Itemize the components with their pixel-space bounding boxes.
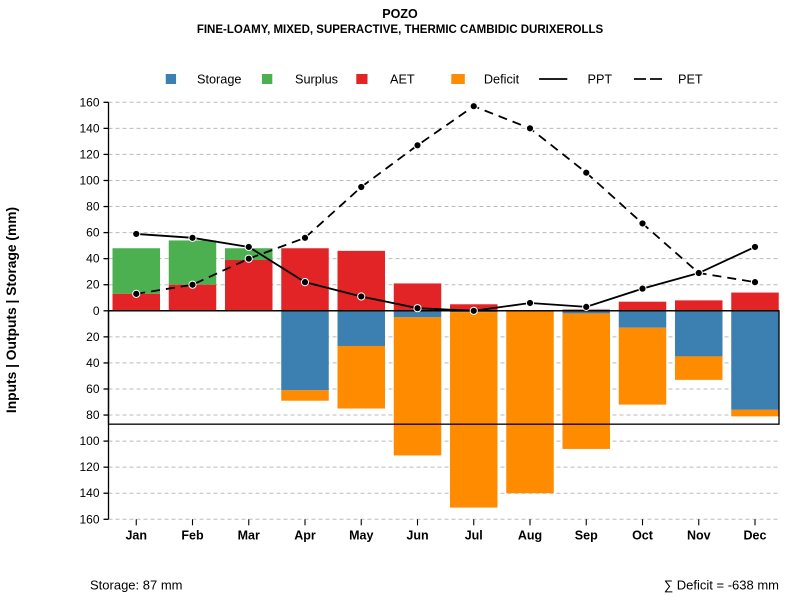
svg-text:Mar: Mar: [238, 528, 260, 542]
svg-text:80: 80: [86, 408, 100, 422]
svg-text:Apr: Apr: [294, 528, 316, 542]
svg-text:100: 100: [79, 434, 99, 448]
svg-text:40: 40: [86, 252, 100, 266]
svg-text:Oct: Oct: [632, 528, 654, 542]
svg-text:May: May: [349, 528, 373, 542]
svg-text:140: 140: [79, 121, 99, 135]
svg-text:PPT: PPT: [588, 73, 613, 87]
svg-text:100: 100: [79, 173, 99, 187]
svg-text:Surplus: Surplus: [295, 73, 338, 87]
svg-text:Inputs | Outputs | Storage (: Inputs | Outputs | Storage (mm): [4, 207, 19, 413]
svg-text:Aug: Aug: [518, 528, 542, 542]
svg-text:PET: PET: [678, 73, 703, 87]
svg-text:Storage: 87 mm: Storage: 87 mm: [90, 578, 183, 593]
svg-text:Nov: Nov: [687, 528, 711, 542]
svg-text:80: 80: [86, 200, 100, 214]
svg-text:60: 60: [86, 226, 100, 240]
svg-text:140: 140: [79, 486, 99, 500]
svg-text:FINE-LOAMY, MIXED, SUPERACTIVE: FINE-LOAMY, MIXED, SUPERACTIVE, THERMIC …: [197, 24, 604, 36]
svg-text:Sep: Sep: [575, 528, 598, 542]
svg-text:AET: AET: [390, 73, 415, 87]
svg-text:POZO: POZO: [382, 7, 418, 21]
svg-text:Storage: Storage: [197, 73, 241, 87]
svg-text:20: 20: [86, 330, 100, 344]
svg-text:0: 0: [93, 304, 100, 318]
svg-text:Jan: Jan: [125, 528, 147, 542]
svg-text:120: 120: [79, 147, 99, 161]
svg-text:Deficit: Deficit: [484, 73, 520, 87]
svg-text:60: 60: [86, 382, 100, 396]
svg-text:160: 160: [79, 95, 99, 109]
svg-text:120: 120: [79, 460, 99, 474]
svg-text:Jul: Jul: [465, 528, 483, 542]
svg-text:40: 40: [86, 356, 100, 370]
svg-text:160: 160: [79, 512, 99, 526]
svg-text:Dec: Dec: [744, 528, 767, 542]
svg-text:20: 20: [86, 278, 100, 292]
svg-text:Feb: Feb: [181, 528, 204, 542]
svg-text:Jun: Jun: [406, 528, 428, 542]
svg-text:∑ Deficit = -638 mm: ∑ Deficit = -638 mm: [664, 578, 779, 593]
